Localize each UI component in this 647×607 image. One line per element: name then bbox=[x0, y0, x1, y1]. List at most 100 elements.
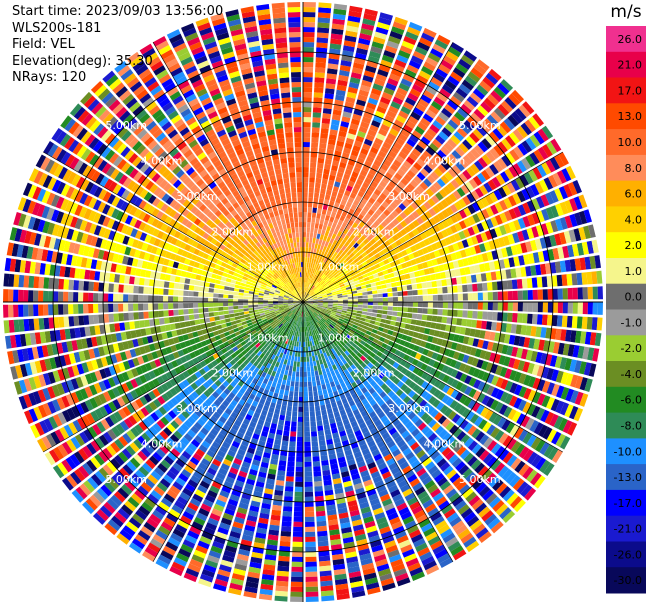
gate-cell bbox=[331, 291, 337, 294]
gate-cell bbox=[546, 368, 555, 380]
gate-cell bbox=[378, 261, 385, 267]
gate-cell bbox=[289, 386, 295, 392]
gate-cell bbox=[332, 206, 338, 213]
gate-cell bbox=[384, 225, 392, 232]
gate-cell bbox=[328, 232, 333, 238]
gate-cell bbox=[339, 215, 346, 222]
gate-cell bbox=[416, 314, 423, 320]
gate-cell bbox=[412, 188, 421, 198]
gate-cell bbox=[314, 281, 319, 287]
gate-cell bbox=[398, 257, 406, 264]
gate-cell bbox=[321, 465, 330, 471]
gate-cell bbox=[338, 318, 345, 323]
gate-cell bbox=[314, 223, 319, 229]
gate-cell bbox=[472, 368, 481, 378]
gate-cell bbox=[545, 221, 554, 234]
gate-cell bbox=[380, 96, 391, 105]
gate-cell bbox=[457, 285, 463, 293]
gate-cell bbox=[582, 287, 588, 300]
gate-cell bbox=[305, 591, 319, 597]
gate-cell bbox=[340, 265, 346, 271]
gate-cell bbox=[311, 436, 318, 442]
gate-cell bbox=[375, 155, 385, 163]
gate-cell bbox=[368, 151, 377, 159]
gate-cell bbox=[472, 338, 480, 347]
gate-cell bbox=[569, 359, 577, 372]
gate-cell bbox=[314, 227, 318, 234]
gate-cell bbox=[330, 124, 339, 131]
gate-cell bbox=[322, 294, 328, 297]
gate-cell bbox=[312, 279, 316, 285]
gate-cell bbox=[331, 222, 337, 229]
gate-cell bbox=[506, 280, 513, 290]
gate-cell bbox=[503, 334, 511, 344]
gate-cell bbox=[303, 341, 306, 347]
gate-cell bbox=[317, 305, 323, 307]
gate-cell bbox=[525, 241, 533, 253]
gate-cell bbox=[289, 365, 293, 372]
ray bbox=[303, 42, 464, 302]
gate-cell bbox=[281, 379, 287, 386]
gate-cell bbox=[545, 262, 552, 275]
gate-cell bbox=[387, 268, 394, 274]
gate-cell bbox=[441, 279, 448, 287]
gate-cell bbox=[385, 319, 391, 325]
gate-cell bbox=[363, 70, 375, 78]
gate-cell bbox=[365, 65, 377, 74]
gate-cell bbox=[366, 234, 373, 242]
gate-cell bbox=[315, 405, 321, 412]
gate-cell bbox=[509, 382, 518, 394]
gate-cell bbox=[422, 113, 434, 123]
gate-cell bbox=[318, 239, 323, 245]
gate-cell bbox=[304, 326, 307, 332]
gate-cell bbox=[310, 421, 317, 427]
ray bbox=[303, 302, 603, 315]
gate-cell bbox=[407, 290, 413, 296]
gate-cell bbox=[316, 47, 328, 54]
gate-cell bbox=[290, 586, 303, 592]
gate-cell bbox=[316, 360, 320, 366]
gate-cell bbox=[325, 88, 335, 95]
gate-cell bbox=[303, 217, 307, 223]
gate-cell bbox=[462, 195, 471, 206]
gate-cell bbox=[416, 74, 429, 85]
gate-cell bbox=[466, 166, 476, 177]
gate-cell bbox=[322, 299, 328, 301]
gate-cell bbox=[467, 293, 473, 301]
gate-cell bbox=[396, 87, 408, 97]
gate-cell bbox=[559, 402, 570, 416]
gate-cell bbox=[317, 540, 329, 547]
gate-cell bbox=[490, 321, 497, 331]
gate-cell bbox=[505, 269, 512, 279]
gate-cell bbox=[405, 247, 413, 255]
gate-cell bbox=[419, 354, 427, 363]
gate-cell bbox=[410, 179, 419, 188]
gate-cell bbox=[311, 295, 317, 298]
gate-cell bbox=[371, 163, 380, 172]
gate-cell bbox=[326, 292, 332, 296]
gate-cell bbox=[371, 120, 381, 128]
gate-cell bbox=[512, 358, 521, 370]
gate-cell bbox=[429, 367, 437, 376]
gate-cell bbox=[307, 257, 310, 263]
gate-cell bbox=[322, 296, 328, 299]
gate-cell bbox=[329, 268, 335, 274]
gate-cell bbox=[577, 302, 583, 314]
gate-cell bbox=[490, 204, 499, 215]
gate-cell bbox=[363, 333, 370, 339]
gate-cell bbox=[318, 440, 326, 447]
gate-cell bbox=[391, 266, 398, 272]
gate-cell bbox=[310, 262, 313, 269]
gate-cell bbox=[304, 287, 306, 293]
gate-cell bbox=[335, 275, 341, 280]
gate-cell bbox=[359, 257, 366, 264]
gate-cell bbox=[316, 37, 329, 44]
gate-cell bbox=[569, 259, 577, 272]
gate-cell bbox=[293, 516, 303, 522]
gate-cell bbox=[446, 138, 458, 149]
gate-cell bbox=[316, 283, 321, 288]
gate-cell bbox=[476, 404, 485, 415]
gate-cell bbox=[322, 305, 328, 307]
gate-cell bbox=[311, 285, 316, 291]
gate-cell bbox=[559, 217, 568, 230]
